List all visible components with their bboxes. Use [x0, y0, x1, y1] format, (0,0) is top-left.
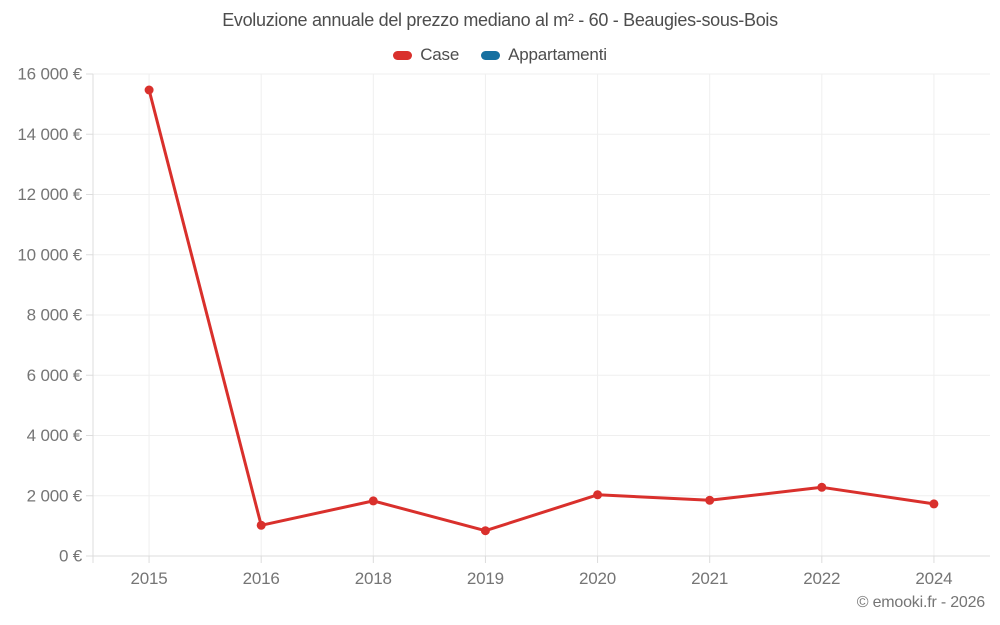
y-tick-label: 12 000 €: [17, 185, 82, 204]
data-point-case-2021[interactable]: [705, 495, 715, 505]
chart-legend: Case Appartamenti: [0, 45, 1000, 65]
y-tick-label: 6 000 €: [27, 366, 83, 385]
data-point-case-2015[interactable]: [144, 85, 154, 95]
data-point-case-2018[interactable]: [368, 496, 378, 506]
y-tick-label: 2 000 €: [27, 486, 83, 505]
copyright-footer: © emooki.fr - 2026: [856, 594, 985, 611]
y-tick-label: 10 000 €: [17, 245, 82, 264]
x-tick-label: 2021: [691, 569, 728, 588]
x-tick-label: 2022: [803, 569, 840, 588]
x-tick-label: 2018: [355, 569, 392, 588]
legend-item-case[interactable]: Case: [393, 45, 459, 65]
data-point-case-2020[interactable]: [593, 490, 603, 500]
data-point-case-2016[interactable]: [256, 520, 266, 530]
legend-label: Case: [420, 45, 460, 64]
x-tick-label: 2016: [243, 569, 280, 588]
y-tick-label: 4 000 €: [27, 426, 83, 445]
y-tick-label: 14 000 €: [17, 125, 82, 144]
y-tick-label: 0 €: [59, 547, 83, 566]
x-tick-label: 2015: [131, 569, 168, 588]
x-tick-label: 2020: [579, 569, 616, 588]
legend-swatch-appartamenti: [481, 50, 501, 60]
data-point-case-2024[interactable]: [929, 499, 939, 509]
y-tick-label: 8 000 €: [27, 306, 83, 325]
legend-item-appartamenti[interactable]: Appartamenti: [481, 45, 607, 65]
series-line-case: [147, 88, 936, 533]
chart-title: Evoluzione annuale del prezzo mediano al…: [222, 10, 778, 30]
data-point-case-2022[interactable]: [817, 482, 827, 492]
y-tick-label: 16 000 €: [17, 65, 82, 84]
x-tick-label: 2019: [467, 569, 504, 588]
x-tick-label: 2024: [915, 569, 952, 588]
legend-label: Appartamenti: [508, 45, 607, 64]
data-point-case-2019[interactable]: [480, 526, 490, 536]
legend-swatch-case: [393, 50, 413, 60]
